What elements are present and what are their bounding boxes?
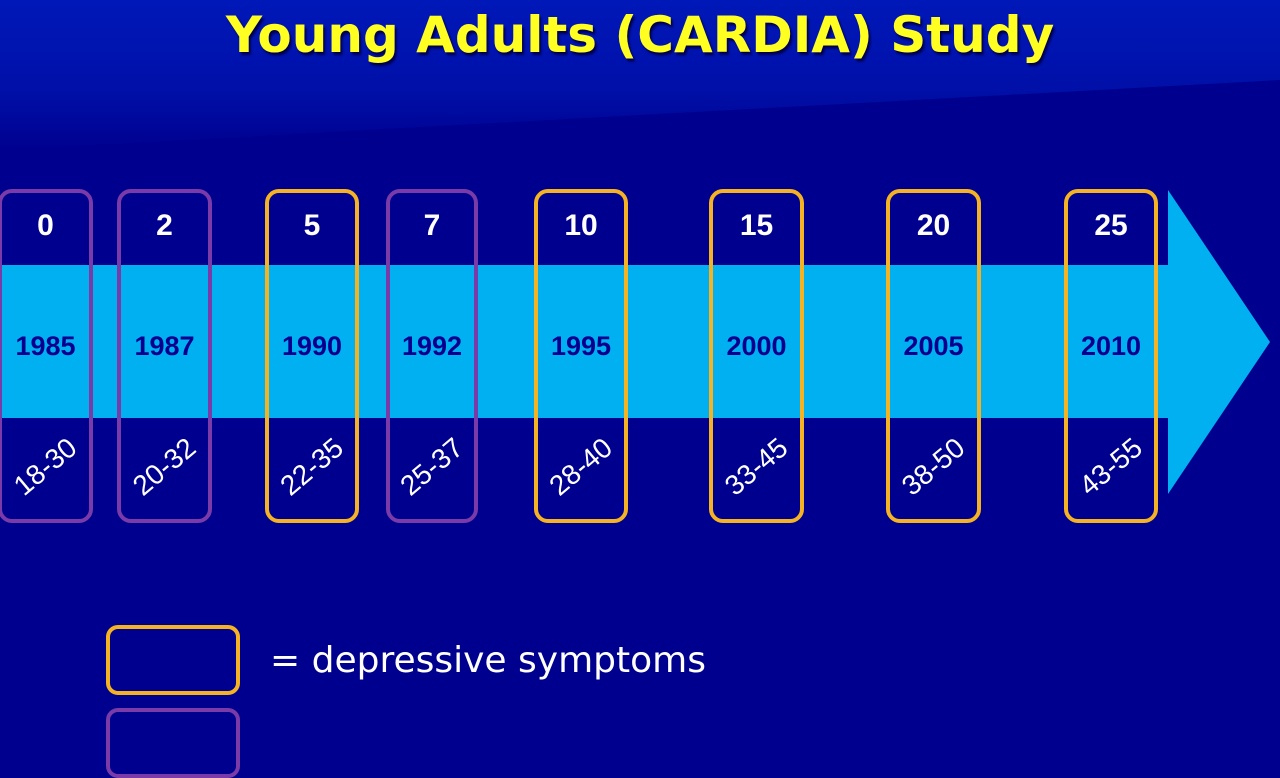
exam-box: 0 1985 18-30 [0,189,93,523]
exam-box: 5 1990 22-35 [265,189,359,523]
exam-age-range: 43-55 [1073,431,1149,502]
exam-year: 1987 [134,331,195,361]
exam-year: 1990 [281,331,343,361]
exam-box: 2 1987 20-32 [117,189,212,523]
exam-age-range: 38-50 [895,431,971,502]
timeline-arrow-shape [0,190,1270,494]
exam-number: 10 [564,209,598,242]
exam-number: 5 [303,209,321,242]
exam-year: 2010 [1080,331,1142,361]
timeline-arrow [0,190,1270,494]
slide-title: Young Adults (CARDIA) Study [225,6,1055,64]
legend-depressive-swatch [106,625,240,695]
exam-box: 7 1992 25-37 [386,189,478,523]
exam-number: 20 [916,209,951,242]
exam-box: 20 2005 38-50 [886,189,981,523]
legend-depressive-label: = depressive symptoms [270,640,706,681]
exam-box: 25 2010 43-55 [1064,189,1158,523]
exam-number: 7 [423,209,441,242]
exam-number: 0 [37,209,54,242]
exam-number: 2 [156,209,173,242]
exam-year: 1995 [550,331,612,361]
exam-year: 1985 [15,331,76,361]
exam-year: 2000 [726,331,787,361]
exam-age-range: 20-32 [126,431,202,502]
exam-box: 15 2000 33-45 [709,189,804,523]
exam-year: 1992 [401,331,463,361]
exam-year: 2005 [903,331,964,361]
exam-age-range: 33-45 [718,431,794,502]
exam-age-range: 25-37 [394,431,470,502]
exam-box: 10 1995 28-40 [534,189,628,523]
legend-other-swatch [106,708,240,778]
exam-age-range: 18-30 [7,431,83,502]
exam-number: 25 [1094,209,1128,242]
exam-number: 15 [739,209,774,242]
exam-age-range: 28-40 [543,431,619,502]
exam-age-range: 22-35 [274,431,350,502]
